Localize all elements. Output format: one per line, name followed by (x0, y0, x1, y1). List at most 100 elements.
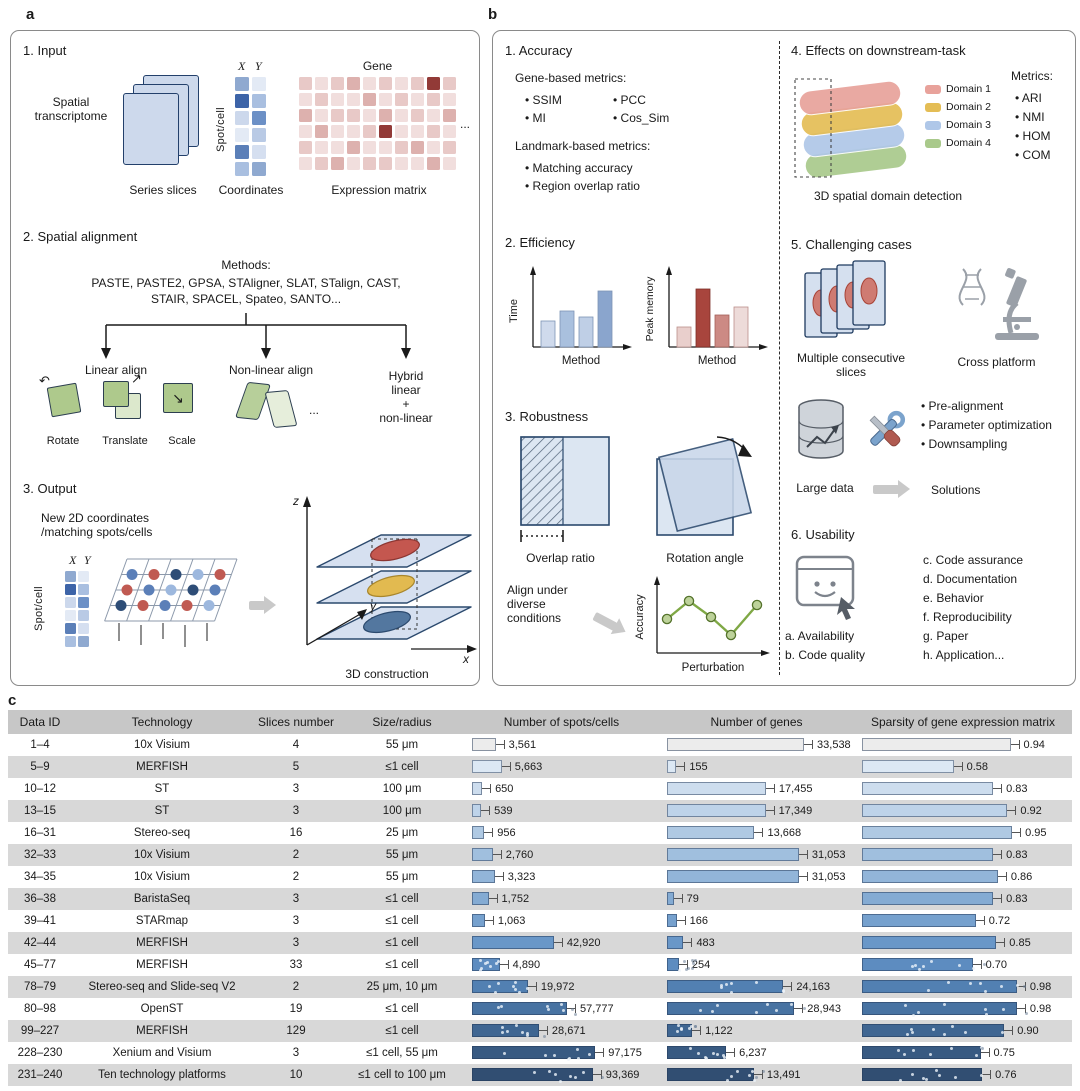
sparsity-value: 0.83 (1006, 783, 1028, 795)
coordinates-matrix (235, 77, 266, 176)
x-axis-label: x (462, 652, 470, 665)
whisker (481, 810, 490, 811)
sparsity-value: 0.98 (1029, 1003, 1052, 1015)
scatter-dot (691, 967, 695, 971)
whisker (676, 920, 685, 921)
cell-sparsity: 0.92 (854, 800, 1072, 822)
cell-spots: 956 (464, 822, 659, 844)
whisker (794, 1008, 803, 1009)
whisker-cap (812, 740, 814, 749)
scatter-dot (980, 1046, 984, 1050)
sparsity-value: 0.70 (985, 959, 1008, 971)
cell-technology: Stereo-seq and Slide-seq V2 (88, 981, 236, 993)
cell-size-radius: ≤1 cell, 55 μm (366, 1047, 438, 1059)
panel-a-letter: a (26, 6, 35, 23)
cell-slices-number: 16 (289, 827, 303, 839)
accuracy-ylabel: Accuracy (634, 594, 646, 640)
output-coordinate-cell (78, 584, 89, 595)
scatter-dot (898, 1079, 902, 1083)
cell-data-id: 80–98 (24, 1003, 56, 1015)
cell-sparsity: 0.85 (854, 932, 1072, 954)
whisker-cap (503, 740, 505, 749)
expression-cell (315, 93, 328, 106)
spots-bar (472, 760, 502, 773)
slice (123, 93, 179, 165)
output-arrow-icon (249, 596, 276, 614)
whisker-cap (535, 982, 537, 991)
rotation-angle-label: Rotation angle (666, 551, 744, 565)
cell-technology: BaristaSeq (133, 893, 191, 905)
expression-matrix-label: Expression matrix (331, 183, 427, 197)
genes-value: 6,237 (739, 1047, 767, 1059)
scatter-dot (515, 1024, 519, 1028)
cell-technology: ST (154, 805, 170, 817)
scatter-dot (903, 1052, 906, 1056)
cell-spots: 539 (464, 800, 659, 822)
scatter-dot (487, 984, 491, 988)
gene-label: Gene (362, 59, 393, 73)
sparsity-bar (862, 936, 997, 949)
scatter-dot (984, 1007, 988, 1011)
output-coordinate-cell (78, 610, 89, 621)
scatter-dot (496, 981, 500, 985)
scatter-dot (569, 1074, 573, 1078)
whisker-cap (502, 872, 504, 881)
cell-size-radius: 55 μm (385, 871, 419, 883)
whisker-cap (1024, 1004, 1026, 1013)
scatter-dot (559, 1002, 563, 1006)
multiple-slices-label: Multiple consecutive slices (796, 351, 906, 379)
whisker-cap (489, 806, 491, 815)
rotate-arrow-icon: ↶ (39, 373, 50, 388)
cell-slices-number: 5 (292, 761, 300, 773)
cell-data-id: 5–9 (30, 761, 50, 773)
cell-data-id: 42–44 (24, 937, 56, 949)
scatter-dot (949, 1046, 953, 1050)
scatter-dot (782, 989, 786, 993)
usability-paper: g. Paper (923, 629, 969, 643)
cell-data-id: 231–240 (17, 1069, 63, 1081)
nonlinear-align-label: Non-linear align (228, 363, 314, 377)
genes-value: 166 (689, 915, 708, 927)
cell-technology: 10x Visium (133, 871, 191, 883)
scatter-dot (600, 1075, 604, 1079)
cell-size-radius: ≤1 cell (385, 937, 419, 949)
solutions-label: Solutions (931, 483, 981, 497)
cell-size-radius: 100 μm (382, 783, 422, 795)
expression-cell (395, 125, 408, 138)
panel-b: 1. Accuracy Gene-based metrics: SSIM MI … (492, 30, 1076, 686)
output-x-label: X (69, 553, 77, 567)
methods-line1: PASTE, PASTE2, GPSA, STAligner, SLAT, ST… (91, 276, 401, 290)
translate-square-icon (103, 381, 129, 407)
translate-label: Translate (102, 435, 148, 447)
cell-genes: 28,943 (659, 998, 854, 1020)
spots-value: 650 (495, 783, 514, 795)
cell-technology: MERFISH (136, 761, 188, 773)
cell-data-id: 32–33 (24, 849, 56, 861)
cell-data-id: 13–15 (24, 805, 56, 817)
consecutive-slices-icon (804, 260, 886, 338)
coordinate-cell (235, 128, 249, 142)
sparsity-bar (862, 958, 973, 971)
methods-branch-arrows (101, 313, 411, 359)
expression-cell (299, 157, 312, 170)
cross-platform-label: Cross platform (957, 355, 1036, 369)
scatter-dot (924, 1078, 928, 1082)
time-ylabel: Time (508, 299, 520, 323)
cell-data-id: 34–35 (24, 871, 56, 883)
sparsity-bar (862, 892, 994, 905)
whisker (953, 766, 962, 767)
cell-data-id: 10–12 (24, 783, 56, 795)
spots-value: 3,561 (508, 739, 537, 751)
scatter-dot (499, 1004, 503, 1008)
large-data-label: Large data (796, 481, 854, 495)
whisker-cap (761, 1070, 763, 1079)
downstream-title: 4. Effects on downstream-task (791, 43, 966, 58)
scatter-dot (917, 967, 921, 971)
cell-genes: 17,349 (659, 800, 854, 822)
summary-table: Data ID Technology Slices number Size/radiu… (8, 710, 1072, 1086)
whisker (1016, 986, 1025, 987)
whisker-cap (686, 960, 688, 969)
scatter-dot (755, 1076, 759, 1080)
expression-cell (411, 157, 424, 170)
cell-technology: MERFISH (136, 937, 188, 949)
